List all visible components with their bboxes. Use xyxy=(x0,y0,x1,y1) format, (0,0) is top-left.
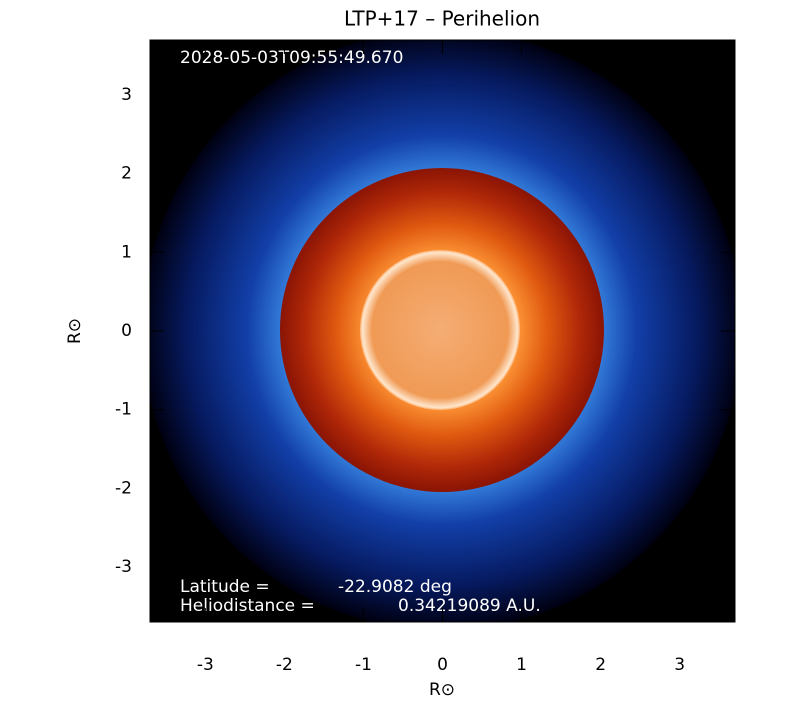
x-tick-label: 3 xyxy=(674,655,685,675)
x-tick-label: 2 xyxy=(595,655,606,675)
y-axis-label: R⊙ xyxy=(65,318,85,344)
annotation-value: -22.9082 deg xyxy=(338,577,452,597)
x-tick-label: 0 xyxy=(437,655,448,675)
chart-title: LTP+17 – Perihelion xyxy=(344,7,540,31)
y-tick-label: -2 xyxy=(115,478,132,498)
y-tick-label: 2 xyxy=(121,164,132,184)
timestamp: 2028-05-03T09:55:49.670 xyxy=(180,48,403,68)
image xyxy=(150,40,735,622)
y-tick-label: -1 xyxy=(115,400,132,420)
x-tick-label: -3 xyxy=(197,655,214,675)
annotation-label: Heliodistance = xyxy=(180,596,315,616)
sun xyxy=(360,250,520,410)
x-axis-label: R⊙ xyxy=(429,680,455,700)
y-tick-label: 0 xyxy=(121,321,132,341)
y-tick-label: -3 xyxy=(115,557,132,577)
annotation-value: 0.34219089 A.U. xyxy=(398,596,541,616)
x-tick-label: 1 xyxy=(516,655,527,675)
annotation-label: Latitude = xyxy=(180,577,270,597)
y-tick-label: 1 xyxy=(121,242,132,262)
x-tick-label: -1 xyxy=(355,655,372,675)
x-tick-label: -2 xyxy=(276,655,293,675)
y-tick-label: 3 xyxy=(121,85,132,105)
